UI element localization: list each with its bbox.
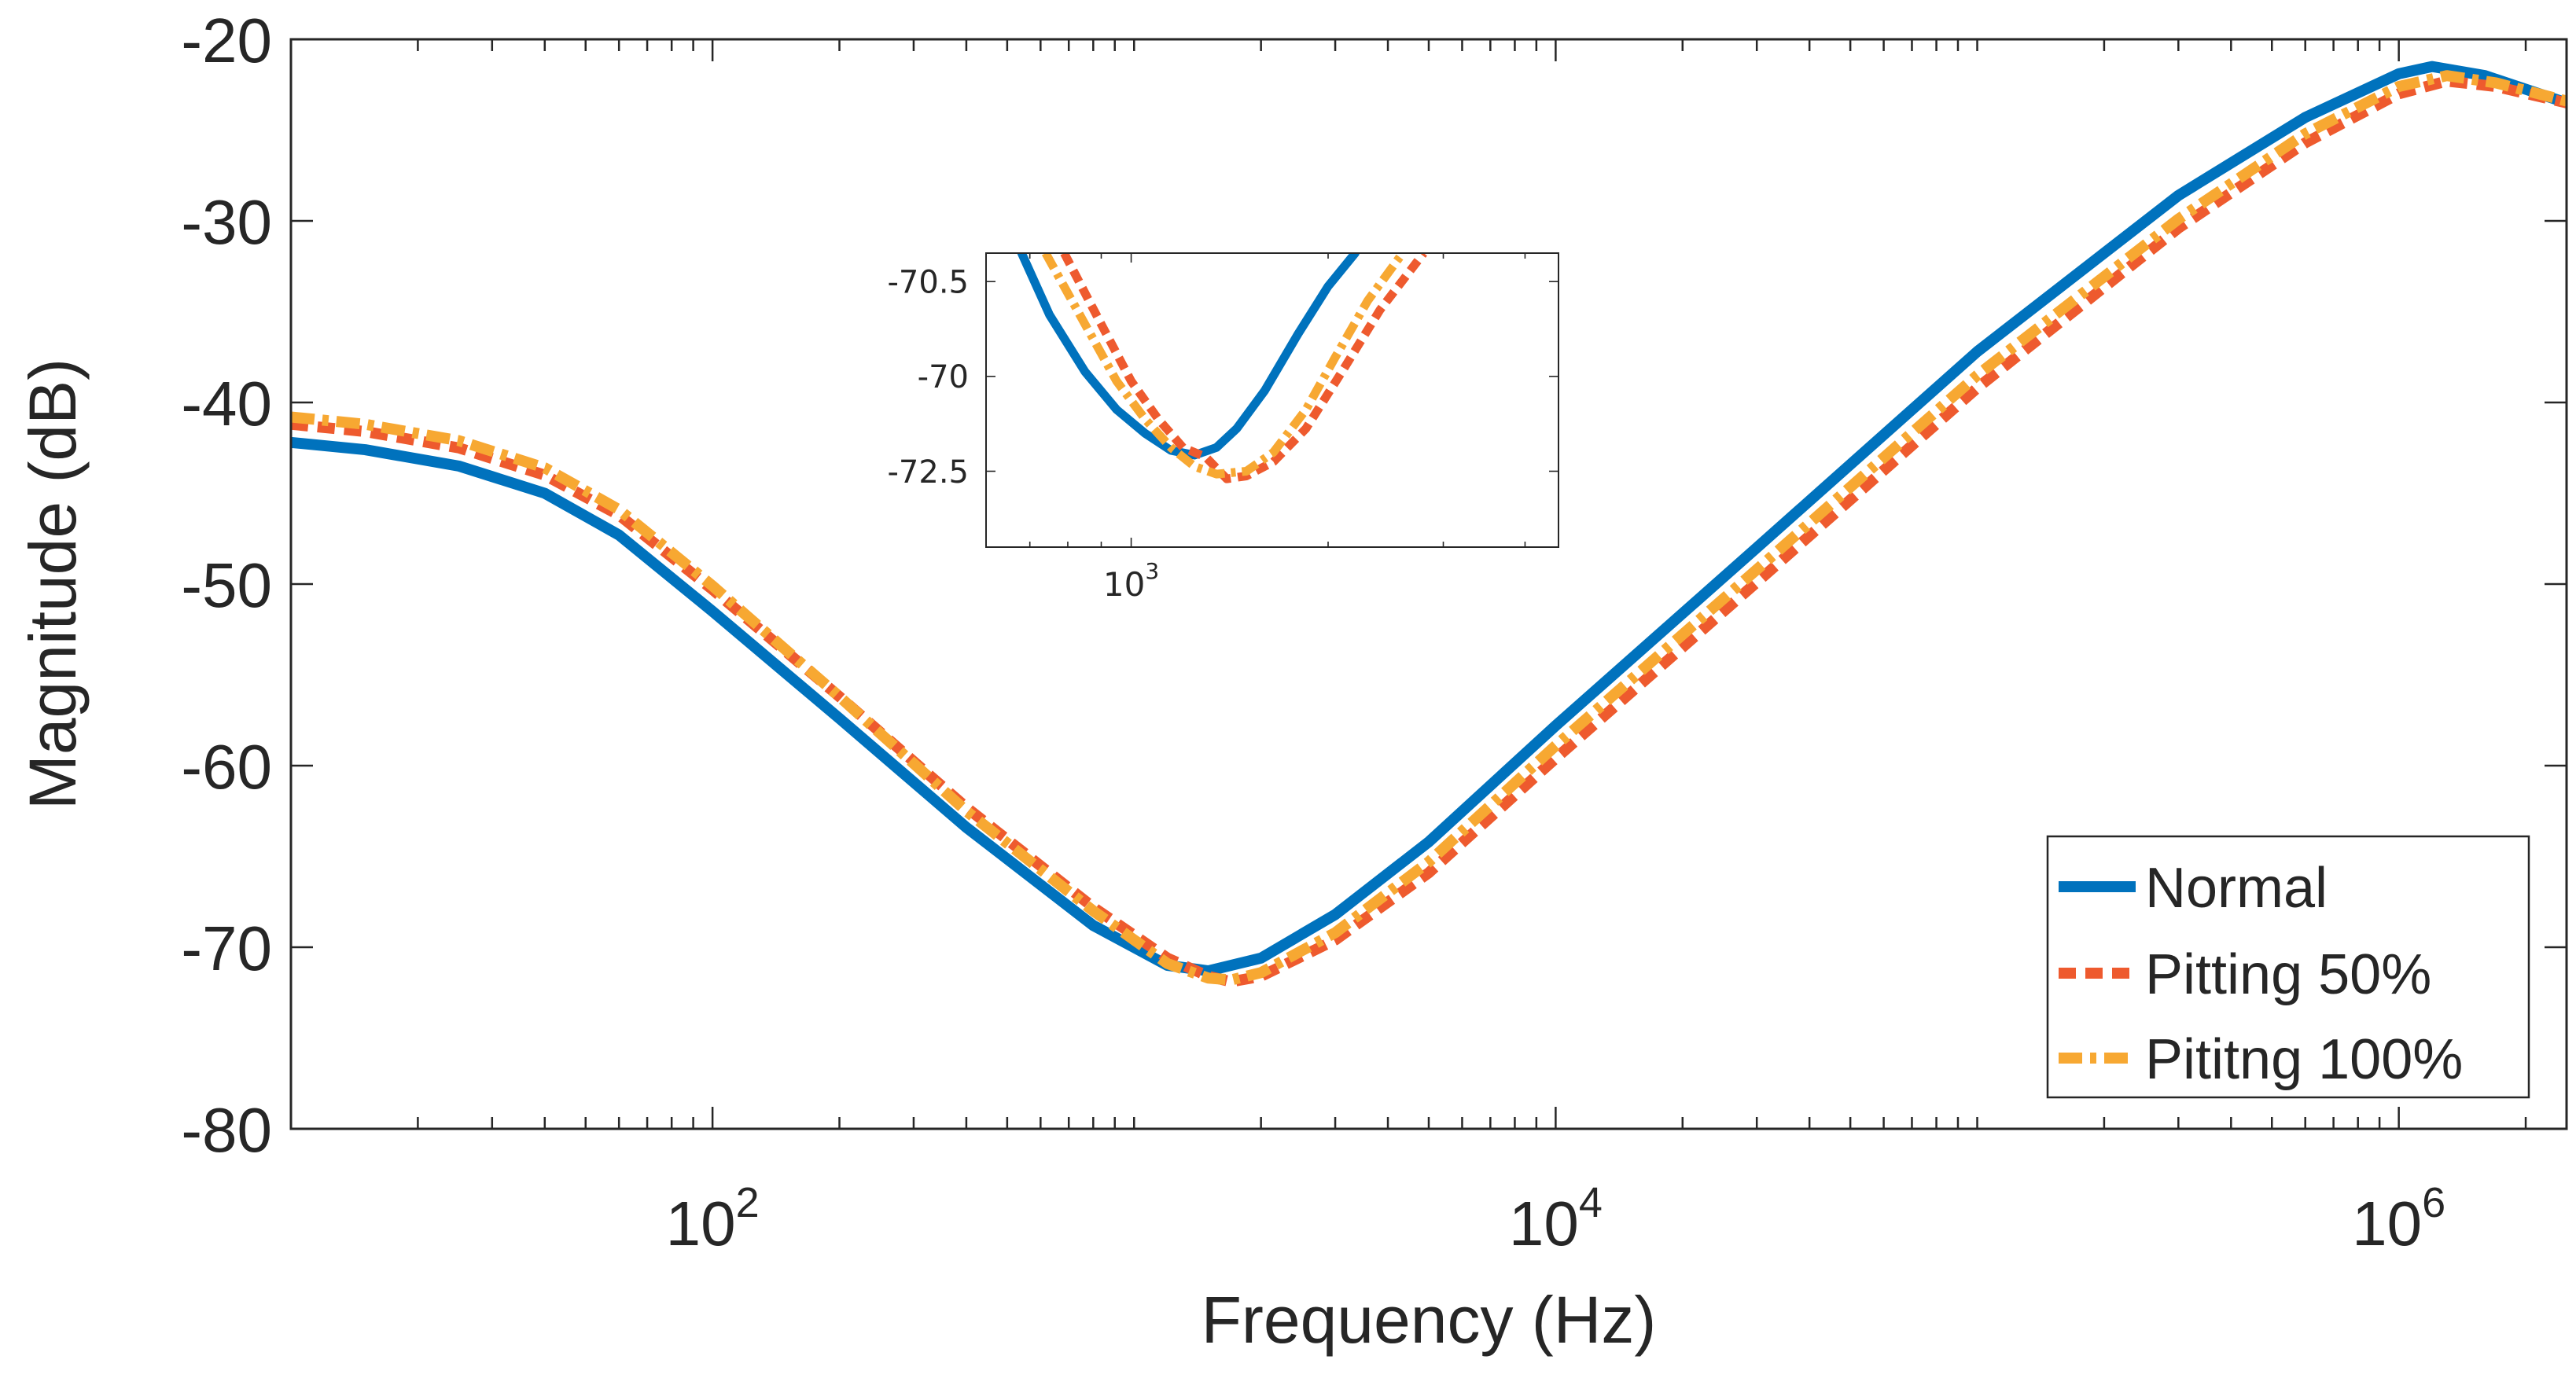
inset-plot-area bbox=[986, 253, 1558, 547]
y-tick-label: -30 bbox=[181, 187, 272, 257]
main-series-group bbox=[291, 61, 2567, 987]
x-axis-label: Frequency (Hz) bbox=[1202, 1283, 1657, 1357]
x-tick-exponent: 6 bbox=[2422, 1179, 2445, 1226]
y-tick-label: -70 bbox=[918, 359, 969, 395]
x-tick-label: 104 bbox=[1509, 1179, 1603, 1259]
inset-series-pititng-100 bbox=[1041, 253, 1407, 479]
y-tick-label: -60 bbox=[181, 732, 272, 802]
y-tick-labels: -80 -70 -60 -50 -40 -30 -20 bbox=[181, 6, 272, 1165]
main-major-ticks bbox=[291, 38, 2567, 1130]
inset-series-group bbox=[1017, 253, 1427, 483]
y-tick-label: -20 bbox=[181, 6, 272, 75]
y-tick-label: -80 bbox=[181, 1095, 272, 1165]
y-axis-label: Magnitude (dB) bbox=[16, 358, 90, 810]
main-series-pititng-100 bbox=[291, 70, 2567, 986]
x-tick-label: 106 bbox=[2352, 1179, 2445, 1259]
y-tick-label: -72.5 bbox=[888, 454, 970, 491]
x-tick-base: 10 bbox=[2352, 1189, 2422, 1259]
inset-y-tick-labels: -70.5 -70 -72.5 bbox=[888, 265, 970, 491]
inset-axes-box bbox=[985, 252, 1559, 548]
x-tick-labels: 102 104 106 bbox=[666, 1179, 2446, 1259]
x-tick-base: 10 bbox=[1509, 1189, 1579, 1259]
y-tick-label: -70 bbox=[181, 913, 272, 983]
x-tick-label: 103 bbox=[1103, 558, 1159, 604]
inset-major-ticks bbox=[986, 253, 1558, 547]
legend-label: Normal bbox=[2145, 857, 2328, 920]
legend-label: Pititng 100% bbox=[2145, 1028, 2463, 1091]
inset-x-tick-labels: 103 bbox=[1103, 558, 1159, 604]
legend-entries: Normal Pitting 50% Pititng 100% bbox=[2059, 857, 2463, 1091]
y-tick-label: -40 bbox=[181, 369, 272, 439]
x-tick-base: 10 bbox=[1103, 565, 1145, 604]
main-series-normal bbox=[291, 61, 2567, 977]
inset-axes: -70.5 -70 -72.5 103 bbox=[888, 252, 1559, 604]
inset-series-pitting-50 bbox=[1060, 253, 1427, 483]
x-tick-exponent: 3 bbox=[1145, 558, 1159, 584]
y-tick-label: -70.5 bbox=[888, 265, 970, 301]
x-tick-label: 102 bbox=[666, 1179, 760, 1259]
main-minor-ticks bbox=[289, 39, 2527, 1129]
legend-label: Pitting 50% bbox=[2145, 943, 2431, 1006]
legend: Normal Pitting 50% Pititng 100% bbox=[2046, 835, 2530, 1099]
x-tick-exponent: 4 bbox=[1579, 1179, 1603, 1226]
x-tick-base: 10 bbox=[666, 1189, 736, 1259]
y-tick-label: -50 bbox=[181, 550, 272, 620]
x-tick-exponent: 2 bbox=[736, 1179, 760, 1226]
